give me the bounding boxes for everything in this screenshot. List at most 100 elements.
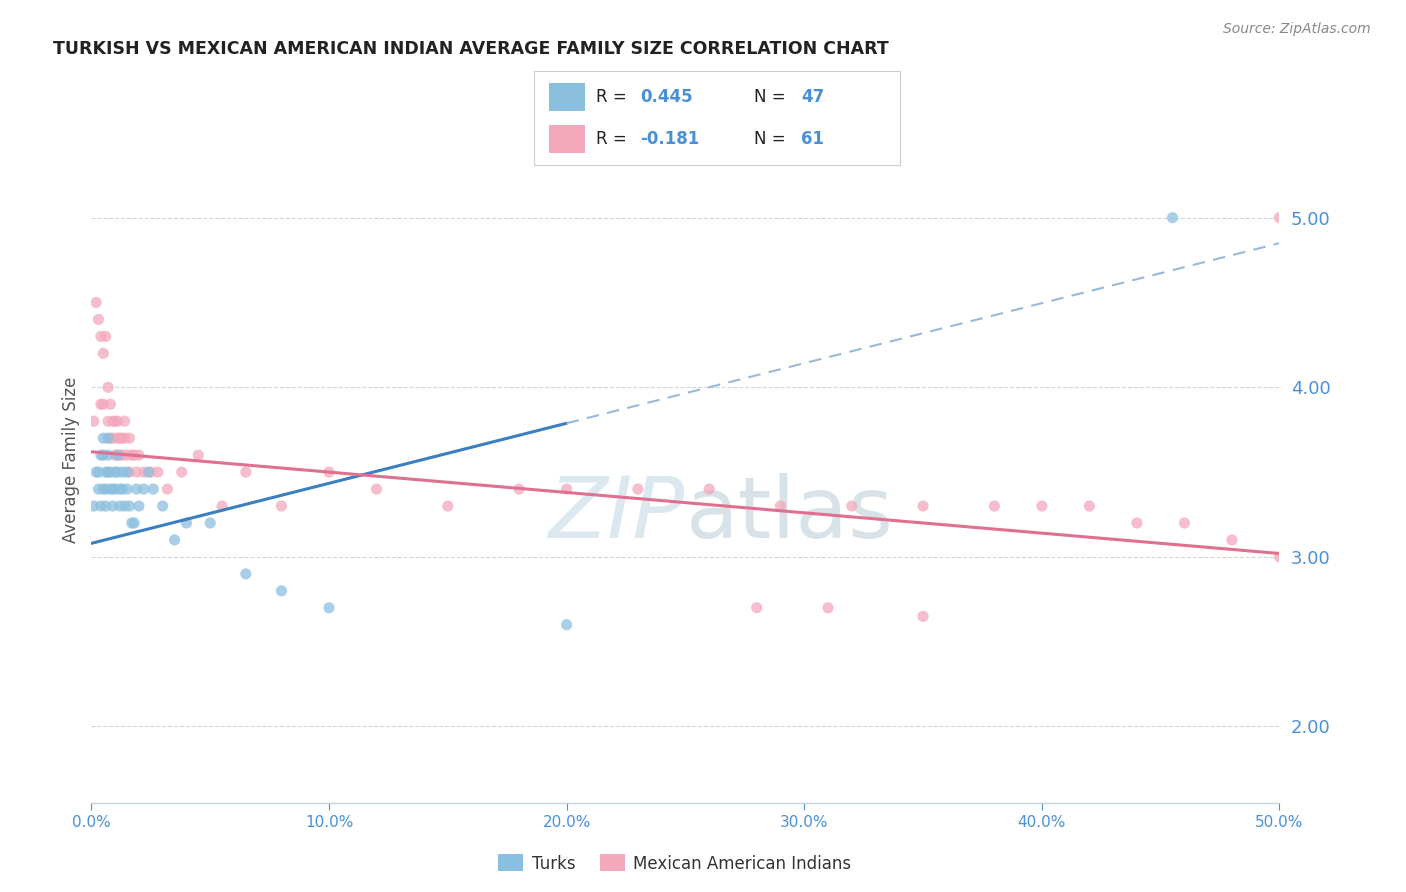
Point bbox=[187, 448, 209, 462]
Point bbox=[176, 516, 198, 530]
Text: -0.181: -0.181 bbox=[640, 130, 700, 148]
Point bbox=[108, 431, 131, 445]
Point bbox=[104, 465, 127, 479]
Point bbox=[90, 499, 112, 513]
Point bbox=[83, 499, 105, 513]
Point bbox=[697, 482, 720, 496]
FancyBboxPatch shape bbox=[548, 83, 585, 111]
Point bbox=[200, 516, 222, 530]
Point bbox=[132, 465, 155, 479]
Point bbox=[108, 482, 131, 496]
Point bbox=[366, 482, 388, 496]
Text: Source: ZipAtlas.com: Source: ZipAtlas.com bbox=[1223, 22, 1371, 37]
Point bbox=[270, 583, 292, 598]
Point bbox=[87, 312, 110, 326]
Point bbox=[318, 465, 340, 479]
Point bbox=[128, 499, 150, 513]
Y-axis label: Average Family Size: Average Family Size bbox=[62, 376, 80, 542]
Point bbox=[83, 414, 105, 428]
Point bbox=[115, 448, 138, 462]
Point bbox=[769, 499, 792, 513]
Point bbox=[90, 397, 112, 411]
Point bbox=[100, 431, 122, 445]
Point bbox=[983, 499, 1005, 513]
Point bbox=[97, 465, 120, 479]
Point bbox=[1161, 211, 1184, 225]
Point bbox=[91, 346, 114, 360]
Point bbox=[114, 414, 136, 428]
Text: 47: 47 bbox=[801, 87, 824, 105]
Legend: Turks, Mexican American Indians: Turks, Mexican American Indians bbox=[492, 847, 858, 880]
Point bbox=[114, 431, 136, 445]
Point bbox=[318, 600, 340, 615]
Point bbox=[107, 431, 129, 445]
Point bbox=[118, 465, 141, 479]
Text: atlas: atlas bbox=[685, 473, 893, 556]
Point bbox=[911, 499, 934, 513]
Point bbox=[100, 397, 122, 411]
Point bbox=[817, 600, 839, 615]
Point bbox=[111, 431, 134, 445]
Point bbox=[121, 516, 143, 530]
Point bbox=[111, 482, 134, 496]
Point bbox=[142, 482, 165, 496]
Point bbox=[1220, 533, 1243, 547]
Point bbox=[152, 499, 174, 513]
Text: 61: 61 bbox=[801, 130, 824, 148]
Point bbox=[270, 499, 292, 513]
Point bbox=[163, 533, 186, 547]
Point bbox=[104, 482, 127, 496]
Point bbox=[138, 465, 160, 479]
Point bbox=[122, 448, 145, 462]
Point bbox=[114, 499, 136, 513]
Text: N =: N = bbox=[754, 87, 790, 105]
Point bbox=[627, 482, 650, 496]
Point bbox=[101, 414, 124, 428]
Point bbox=[84, 295, 107, 310]
Point bbox=[84, 465, 107, 479]
Point bbox=[90, 329, 112, 343]
Point bbox=[111, 465, 134, 479]
Point bbox=[108, 448, 131, 462]
Point bbox=[841, 499, 863, 513]
Point bbox=[555, 617, 578, 632]
Point bbox=[211, 499, 233, 513]
Point bbox=[1268, 549, 1291, 564]
Point bbox=[107, 414, 129, 428]
Point bbox=[108, 499, 131, 513]
Text: R =: R = bbox=[596, 87, 633, 105]
Point bbox=[115, 482, 138, 496]
Point bbox=[94, 465, 117, 479]
Point bbox=[97, 414, 120, 428]
Text: N =: N = bbox=[754, 130, 790, 148]
Point bbox=[1173, 516, 1195, 530]
Point bbox=[87, 482, 110, 496]
Point bbox=[97, 380, 120, 394]
Point bbox=[122, 516, 145, 530]
Point bbox=[508, 482, 530, 496]
Text: 0.445: 0.445 bbox=[640, 87, 693, 105]
Point bbox=[91, 482, 114, 496]
Point bbox=[911, 609, 934, 624]
Point bbox=[436, 499, 458, 513]
Point bbox=[104, 414, 127, 428]
Point bbox=[94, 482, 117, 496]
Point bbox=[170, 465, 193, 479]
Point bbox=[555, 482, 578, 496]
FancyBboxPatch shape bbox=[548, 125, 585, 153]
Point bbox=[94, 329, 117, 343]
Point bbox=[91, 431, 114, 445]
Point bbox=[87, 465, 110, 479]
Point bbox=[100, 465, 122, 479]
Point bbox=[235, 465, 257, 479]
Point bbox=[745, 600, 768, 615]
Point bbox=[118, 499, 141, 513]
Text: R =: R = bbox=[596, 130, 633, 148]
Point bbox=[100, 482, 122, 496]
Point bbox=[111, 448, 134, 462]
Point bbox=[91, 397, 114, 411]
Point bbox=[146, 465, 169, 479]
Point bbox=[139, 465, 162, 479]
Point bbox=[115, 465, 138, 479]
Text: TURKISH VS MEXICAN AMERICAN INDIAN AVERAGE FAMILY SIZE CORRELATION CHART: TURKISH VS MEXICAN AMERICAN INDIAN AVERA… bbox=[53, 40, 889, 58]
